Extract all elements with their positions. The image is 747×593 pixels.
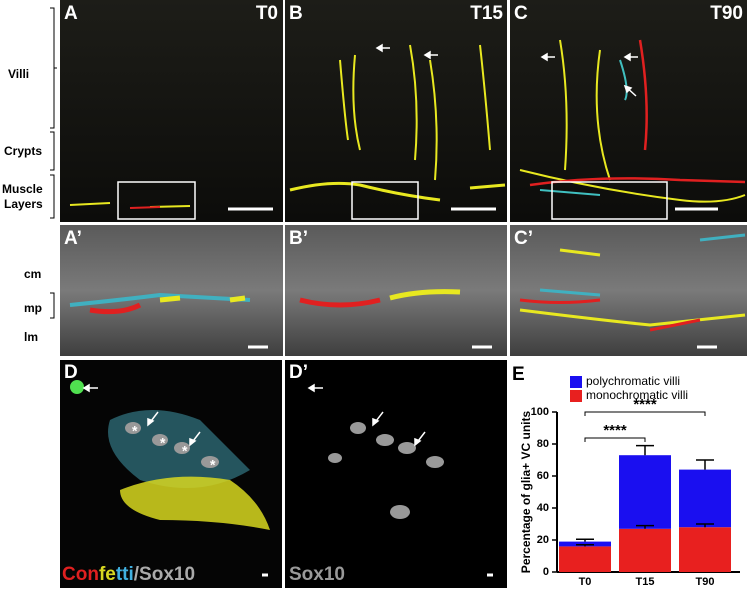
side-label: Crypts xyxy=(4,144,42,158)
y-tick-label: 40 xyxy=(537,502,549,514)
panel-label: E xyxy=(512,364,525,385)
bar xyxy=(679,469,731,528)
y-axis-label: Percentage of glia+ VC units xyxy=(519,410,533,573)
bar xyxy=(559,541,611,547)
side-label: mp xyxy=(24,301,42,315)
legend-swatch xyxy=(570,390,582,402)
stain-part: fe xyxy=(99,564,116,585)
side-braces xyxy=(50,7,57,319)
stain-part: /Sox10 xyxy=(134,564,195,585)
y-tick-label: 0 xyxy=(543,566,549,578)
fibers xyxy=(69,233,746,332)
cell xyxy=(70,380,84,394)
star: * xyxy=(210,457,216,473)
time-label: T90 xyxy=(710,3,743,24)
error-bar xyxy=(696,523,714,528)
bar xyxy=(619,528,671,572)
side-label: cm xyxy=(24,267,41,281)
panel-c xyxy=(510,0,747,222)
significance-bracket xyxy=(584,437,646,442)
stain-label: Sox10 xyxy=(289,564,345,585)
panel-label: B’ xyxy=(289,228,308,249)
legend-swatch xyxy=(570,376,582,388)
arrows xyxy=(82,43,638,447)
inset-box xyxy=(351,181,419,220)
chart: 0 20 40 60 80 100 T0 T15 T90 **** **** polychromati… xyxy=(531,374,740,588)
significance-bracket xyxy=(584,411,706,416)
y-tick-label: 80 xyxy=(537,438,549,450)
panel-d2 xyxy=(285,360,507,588)
y-tick-label: 100 xyxy=(531,406,549,418)
stain-part: Con xyxy=(62,564,99,585)
time-label: T0 xyxy=(256,3,278,24)
panel-label: A xyxy=(64,3,78,24)
side-label: lm xyxy=(24,330,38,344)
bar xyxy=(619,455,671,529)
bar xyxy=(679,527,731,572)
legend-label: monochromatic villi xyxy=(586,388,688,402)
error-bar xyxy=(636,444,654,456)
side-label: Layers xyxy=(4,197,43,211)
error-bar xyxy=(576,538,594,542)
y-tick-label: 60 xyxy=(537,470,549,482)
nuclei xyxy=(125,422,444,519)
panel-label: B xyxy=(289,3,303,24)
panel-a xyxy=(60,0,283,222)
star: * xyxy=(132,423,138,439)
error-bar xyxy=(696,459,714,470)
significance-label: **** xyxy=(603,422,627,439)
stain-part: tti xyxy=(116,564,134,585)
stars: * * * * xyxy=(132,423,216,473)
panel-label: C’ xyxy=(514,228,533,249)
x-tick-label: T90 xyxy=(696,576,715,588)
star: * xyxy=(182,443,188,459)
glia xyxy=(120,476,270,530)
significance-label: **** xyxy=(633,396,657,413)
panel-b2 xyxy=(285,225,507,356)
panel-a2 xyxy=(60,225,283,356)
panel-label: D xyxy=(64,362,78,383)
panel-label: D’ xyxy=(289,362,308,383)
time-label: T15 xyxy=(470,3,503,24)
bar xyxy=(559,546,611,572)
side-label: Muscle xyxy=(2,182,43,196)
inset-box xyxy=(117,181,196,220)
inset-box xyxy=(551,181,668,220)
x-tick-label: T15 xyxy=(636,576,655,588)
error-bar xyxy=(576,544,594,547)
error-bar xyxy=(636,524,654,529)
panel-label: A’ xyxy=(64,228,82,249)
side-label: Villi xyxy=(8,67,29,81)
panel-label: C xyxy=(514,3,528,24)
stain-label: Confetti/Sox10 xyxy=(62,564,195,585)
y-tick-label: 20 xyxy=(537,534,549,546)
x-tick-label: T0 xyxy=(579,576,592,588)
legend-label: polychromatic villi xyxy=(586,374,680,388)
star: * xyxy=(160,435,166,451)
